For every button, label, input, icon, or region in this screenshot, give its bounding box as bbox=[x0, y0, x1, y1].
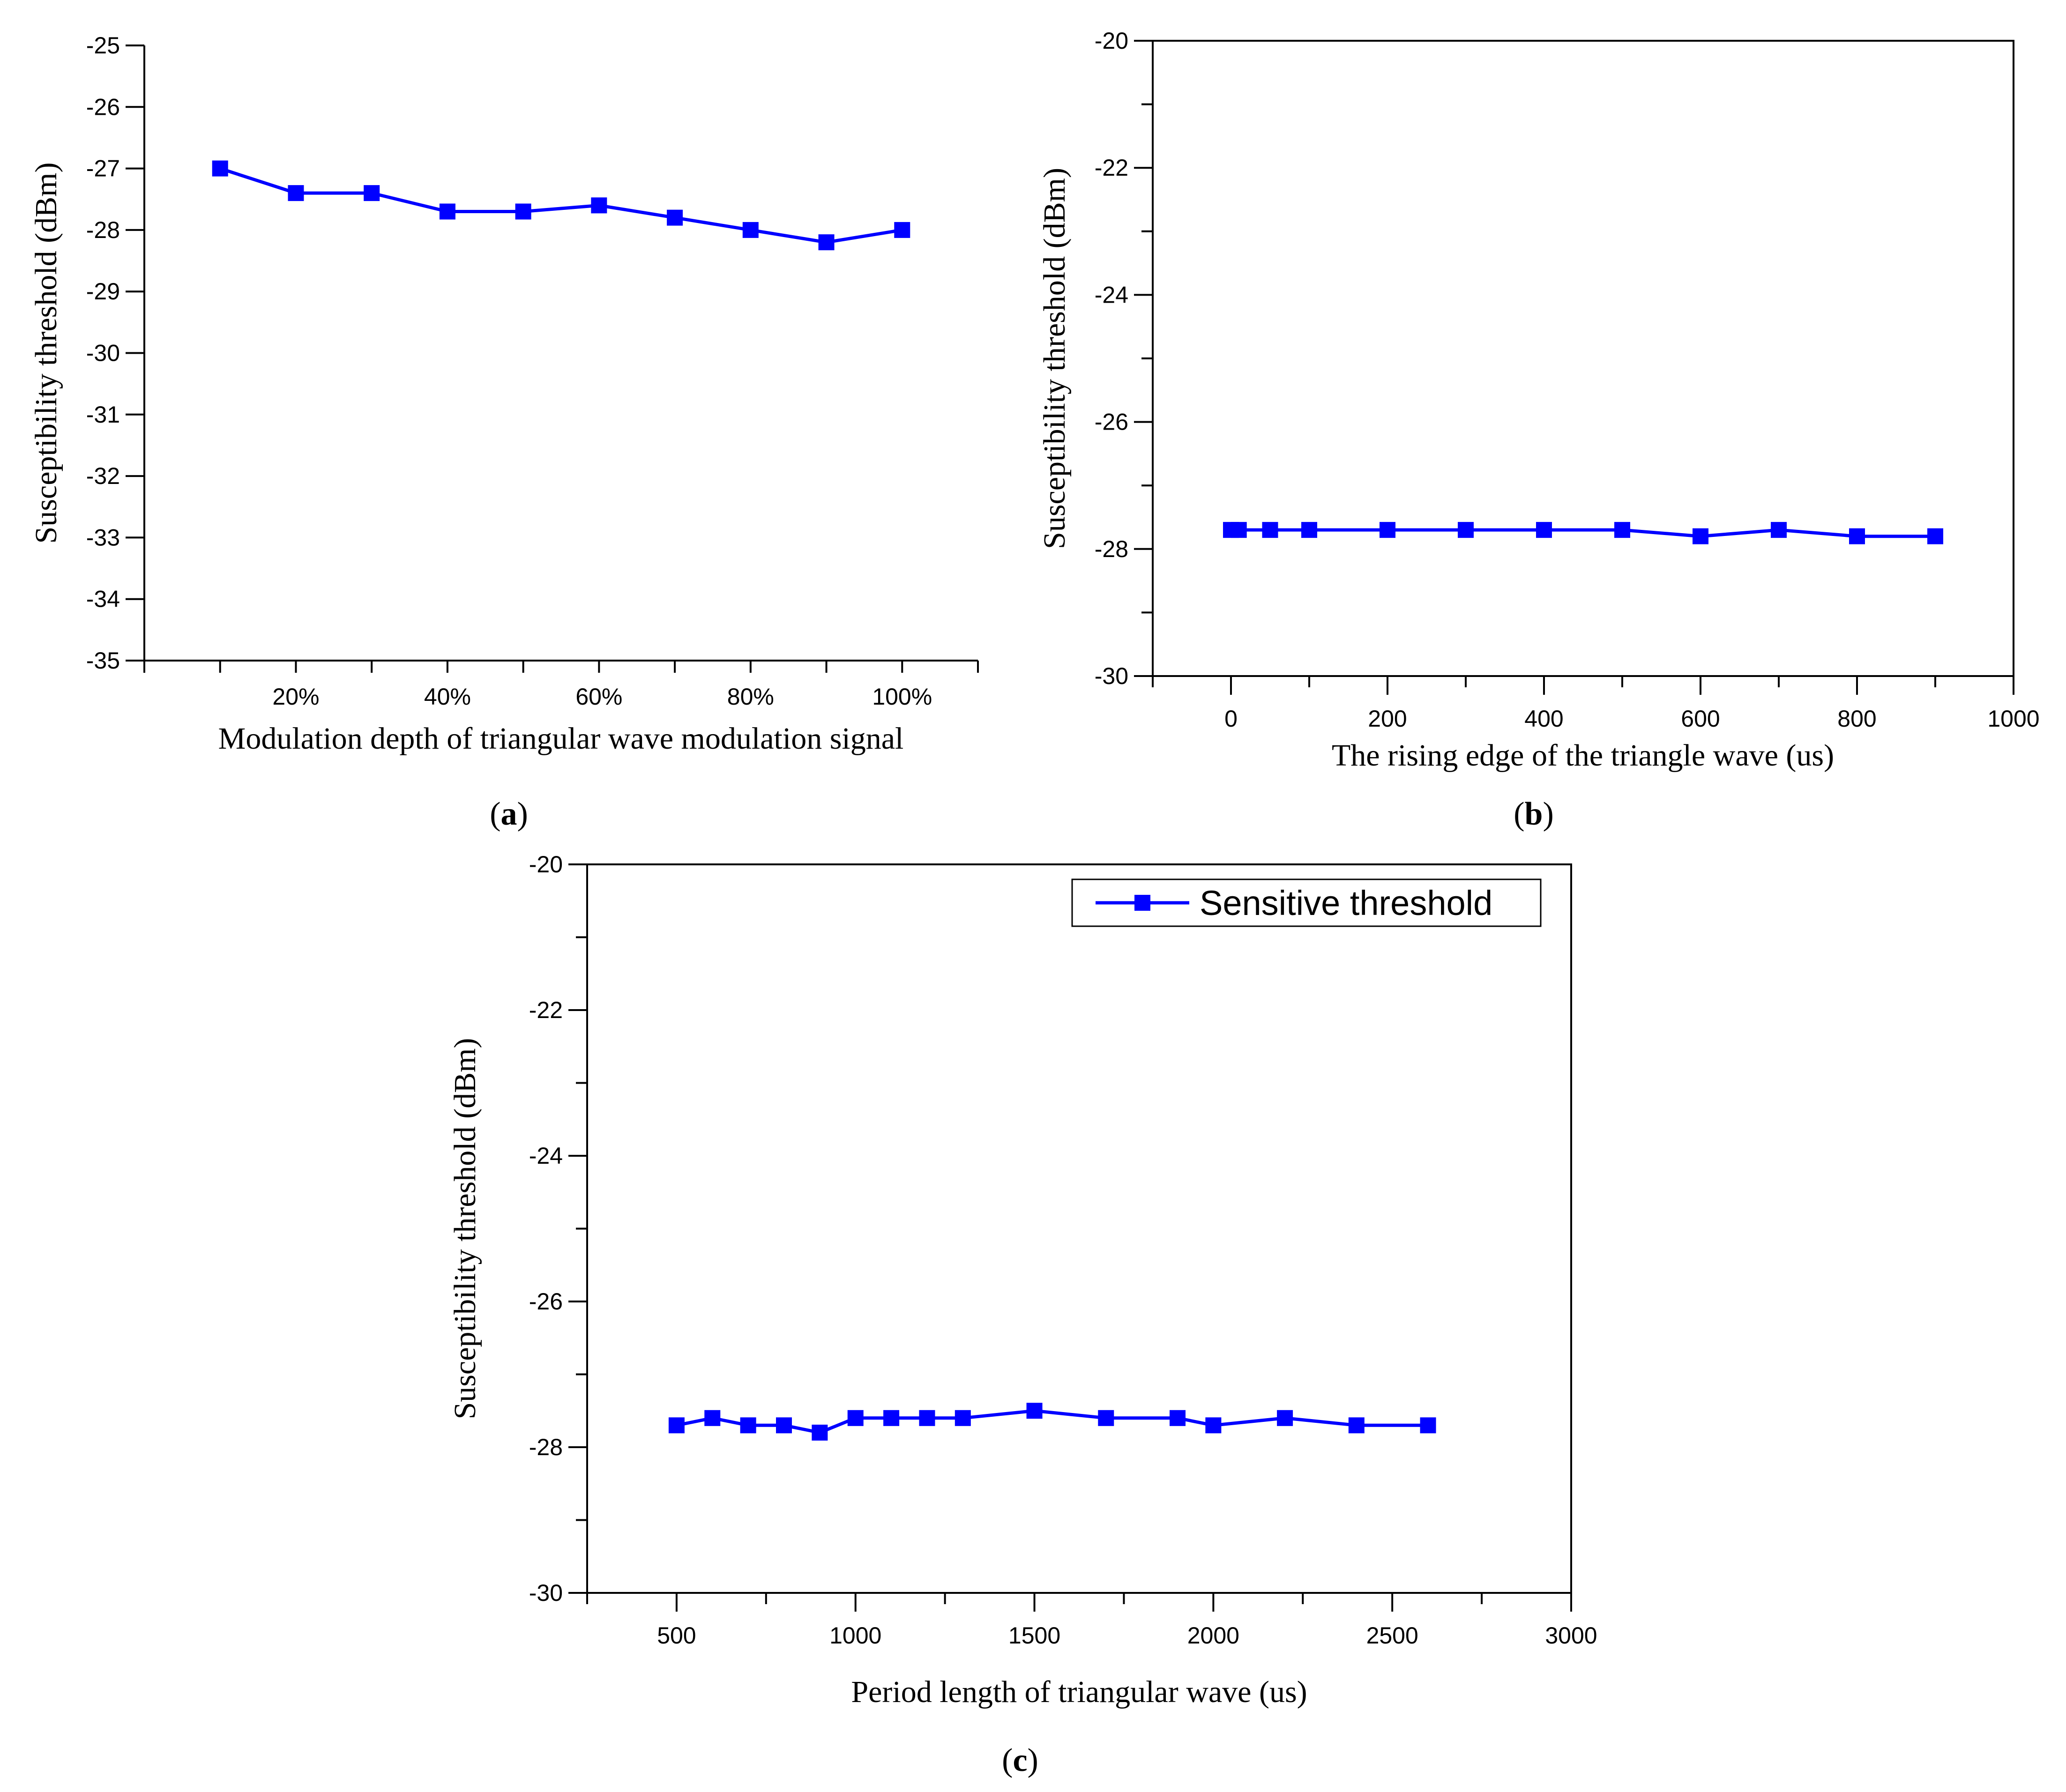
legend-label: Sensitive threshold bbox=[1200, 884, 1492, 922]
x-tick-label: 400 bbox=[1524, 706, 1563, 732]
data-point-marker bbox=[776, 1417, 792, 1434]
x-tick-label: 1500 bbox=[1008, 1622, 1060, 1649]
x-tick-label: 60% bbox=[575, 684, 622, 710]
data-point-marker bbox=[1205, 1417, 1222, 1434]
x-tick-label: 20% bbox=[272, 684, 319, 710]
data-point-marker bbox=[1098, 1410, 1114, 1426]
data-point-marker bbox=[1849, 528, 1865, 544]
y-tick-label: -26 bbox=[529, 1288, 563, 1315]
data-point-marker bbox=[1420, 1417, 1436, 1434]
legend-marker bbox=[1134, 895, 1150, 911]
y-axis-title: Susceptibility threshold (dBm) bbox=[1037, 168, 1072, 549]
x-tick-label: 0 bbox=[1224, 706, 1238, 732]
data-point-marker bbox=[955, 1410, 971, 1426]
data-point-marker bbox=[919, 1410, 935, 1426]
axis-frame-b bbox=[1152, 40, 2014, 677]
x-tick-label: 1000 bbox=[829, 1622, 881, 1649]
y-tick-label: -28 bbox=[1095, 536, 1128, 562]
data-point-marker bbox=[742, 222, 759, 238]
caption-b: (b) bbox=[1514, 796, 1554, 832]
chart-panel-c: -30 -28 -26 -24 -22 -20 500 1000 1500 2000 2500 300… bbox=[448, 851, 1597, 1709]
x-tick-label: 2500 bbox=[1366, 1622, 1418, 1649]
data-point-marker bbox=[1458, 522, 1474, 538]
data-point-marker bbox=[364, 185, 380, 201]
y-tick-label: -32 bbox=[86, 463, 120, 489]
data-point-marker bbox=[847, 1410, 864, 1426]
y-tick-label: -29 bbox=[86, 278, 120, 305]
caption-a: (a) bbox=[490, 796, 528, 832]
y-tick-label: -30 bbox=[529, 1580, 563, 1606]
y-tick-label: -28 bbox=[529, 1434, 563, 1460]
data-point-marker bbox=[1693, 528, 1708, 544]
y-tick-label: -25 bbox=[86, 32, 120, 59]
y-tick-label: -24 bbox=[1095, 282, 1128, 308]
data-point-marker bbox=[1348, 1417, 1365, 1434]
x-tick-label: 600 bbox=[1681, 706, 1720, 732]
data-point-marker bbox=[591, 197, 607, 214]
y-tick-label: -30 bbox=[1095, 663, 1128, 689]
y-tick-label: -22 bbox=[529, 997, 563, 1023]
data-point-marker bbox=[1301, 522, 1317, 538]
data-point-marker bbox=[668, 1417, 685, 1434]
data-point-marker bbox=[883, 1410, 900, 1426]
data-point-marker bbox=[1170, 1410, 1186, 1426]
data-point-marker bbox=[667, 209, 683, 226]
x-tick-label: 200 bbox=[1368, 706, 1407, 732]
y-tick-label: -26 bbox=[1095, 409, 1128, 435]
x-tick-label: 3000 bbox=[1545, 1622, 1597, 1649]
x-tick-label: 1000 bbox=[1987, 706, 2039, 732]
data-point-marker bbox=[212, 160, 228, 177]
y-axis-title: Susceptibility threshold (dBm) bbox=[29, 163, 63, 544]
x-tick-label: 2000 bbox=[1187, 1622, 1239, 1649]
data-point-marker bbox=[740, 1417, 756, 1434]
data-point-marker bbox=[812, 1424, 828, 1441]
data-point-marker bbox=[1614, 522, 1630, 538]
data-point-marker bbox=[1026, 1403, 1043, 1419]
axis-frame-c bbox=[586, 863, 1572, 1594]
data-point-marker bbox=[515, 203, 531, 220]
y-tick-label: -22 bbox=[1095, 155, 1128, 181]
y-axis-title: Susceptibility threshold (dBm) bbox=[448, 1038, 482, 1420]
chart-panel-b: -30 -28 -26 -24 -22 -20 0 200 400 600 800 1000 The r… bbox=[1037, 28, 2040, 773]
data-point-marker bbox=[1231, 522, 1247, 538]
series-line bbox=[219, 167, 902, 244]
x-tick-label: 80% bbox=[727, 684, 774, 710]
x-axis-title: The rising edge of the triangle wave (us… bbox=[1332, 738, 1834, 773]
y-tick-label: -31 bbox=[86, 402, 120, 428]
data-point-marker bbox=[1536, 522, 1552, 538]
x-tick-label: 100% bbox=[872, 684, 932, 710]
caption-c: (c) bbox=[1002, 1742, 1038, 1778]
y-tick-label: -27 bbox=[86, 156, 120, 182]
y-tick-label: -20 bbox=[1095, 28, 1128, 54]
data-point-marker bbox=[1380, 522, 1395, 538]
data-point-marker bbox=[894, 222, 910, 238]
series-line bbox=[676, 1409, 1428, 1435]
x-axis-title: Modulation depth of triangular wave modu… bbox=[218, 721, 904, 756]
y-tick-label: -24 bbox=[529, 1143, 563, 1169]
data-point-marker bbox=[1771, 522, 1787, 538]
data-point-marker bbox=[818, 234, 835, 251]
axis-frame-a bbox=[143, 45, 978, 662]
x-tick-label: 500 bbox=[657, 1622, 696, 1649]
data-point-marker bbox=[704, 1410, 721, 1426]
y-tick-label: -33 bbox=[86, 524, 120, 550]
data-point-marker bbox=[439, 203, 455, 220]
data-point-marker bbox=[1277, 1410, 1293, 1426]
y-tick-label: -20 bbox=[529, 851, 563, 877]
data-point-marker bbox=[1927, 528, 1943, 544]
y-tick-label: -30 bbox=[86, 340, 120, 366]
y-tick-label: -35 bbox=[86, 647, 120, 674]
series-line bbox=[1231, 528, 1935, 538]
x-tick-label: 800 bbox=[1837, 706, 1876, 732]
data-point-marker bbox=[1262, 522, 1278, 538]
y-tick-label: -28 bbox=[86, 217, 120, 243]
y-tick-label: -34 bbox=[86, 586, 120, 612]
data-point-marker bbox=[288, 185, 304, 201]
x-axis-title: Period length of triangular wave (us) bbox=[851, 1675, 1307, 1709]
chart-panel-a: -35 -34 -33 -32 -31 -30 -29 -28 -27 -26 -25 20% 40% 6… bbox=[29, 32, 979, 756]
y-tick-label: -26 bbox=[86, 94, 120, 120]
x-tick-label: 40% bbox=[424, 684, 471, 710]
